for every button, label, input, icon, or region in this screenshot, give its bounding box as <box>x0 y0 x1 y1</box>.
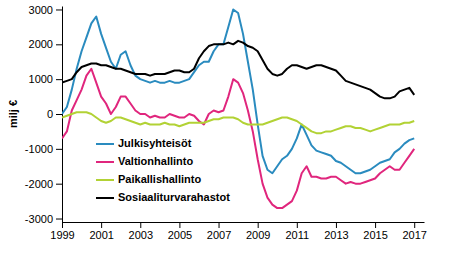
x-tick-label: 2015 <box>363 229 387 241</box>
x-tick-mark <box>375 222 376 228</box>
x-tick-mark <box>219 222 220 228</box>
y-tick-mark <box>56 149 62 150</box>
legend-label: Valtionhallinto <box>118 155 193 167</box>
chart: -3000 -2000 -1000 0 1000 2000 3000 1999 2001 2003… <box>0 0 454 253</box>
x-tick-label: 2017 <box>402 229 426 241</box>
y-axis-title: milj € <box>7 100 19 128</box>
x-tick-label: 2005 <box>168 229 192 241</box>
series-line <box>62 112 414 133</box>
y-tick-label: -1000 <box>25 143 53 155</box>
x-tick-mark <box>140 222 141 228</box>
series-line <box>62 69 414 208</box>
x-axis-line <box>63 222 425 223</box>
y-tick-label: 2000 <box>29 38 53 50</box>
x-tick-label: 2007 <box>207 229 231 241</box>
x-axis: 1999 2001 2003 2005 2007 2009 2011 2013 2015 2017 <box>50 222 427 241</box>
y-tick-mark <box>56 114 62 115</box>
y-tick: -3000 <box>25 213 62 225</box>
y-tick-label: 1000 <box>29 73 53 85</box>
y-tick-mark <box>56 9 62 10</box>
legend-label: Paikallishallinto <box>118 173 201 185</box>
legend-swatch <box>96 143 114 145</box>
x-tick: 2009 <box>246 222 270 241</box>
x-tick-mark <box>62 222 63 228</box>
x-tick-label: 2011 <box>285 229 309 241</box>
x-tick-mark <box>336 222 337 228</box>
x-tick-mark <box>414 222 415 228</box>
x-tick: 2013 <box>324 222 348 241</box>
y-tick-mark <box>56 79 62 80</box>
x-tick: 2001 <box>89 222 113 241</box>
x-tick: 2015 <box>363 222 387 241</box>
lines <box>62 9 414 208</box>
y-tick: -1000 <box>25 143 62 155</box>
series-line <box>62 41 414 98</box>
y-tick-mark <box>56 219 62 220</box>
x-tick-label: 2003 <box>129 229 153 241</box>
x-tick-mark <box>179 222 180 228</box>
y-tick-label: 0 <box>47 108 53 120</box>
legend-label: Sosiaaliturvarahastot <box>118 191 230 203</box>
legend-item: Valtionhallinto <box>96 155 193 167</box>
y-tick-label: 3000 <box>29 4 53 16</box>
y-axis: -3000 -2000 -1000 0 1000 2000 3000 <box>25 4 63 225</box>
x-tick-label: 2013 <box>324 229 348 241</box>
x-tick: 2017 <box>402 222 426 241</box>
x-tick-label: 2001 <box>89 229 113 241</box>
x-tick: 2007 <box>207 222 231 241</box>
plot: -3000 -2000 -1000 0 1000 2000 3000 1999 2001 2003… <box>25 4 427 241</box>
y-tick: 2000 <box>29 38 62 50</box>
legend-swatch <box>96 179 114 181</box>
y-tick-mark <box>56 184 62 185</box>
x-tick-mark <box>297 222 298 228</box>
legend-item: Sosiaaliturvarahastot <box>96 191 230 203</box>
y-tick: 3000 <box>29 4 62 16</box>
legend-item: Julkisyhteisöt <box>96 137 192 149</box>
x-tick-mark <box>258 222 259 228</box>
series-line <box>62 9 414 173</box>
x-tick: 2005 <box>168 222 192 241</box>
y-tick: 1000 <box>29 73 62 85</box>
y-tick-label: -2000 <box>25 178 53 190</box>
y-tick: -2000 <box>25 178 62 190</box>
legend-swatch <box>96 197 114 199</box>
legend-label: Julkisyhteisöt <box>118 137 192 149</box>
x-tick: 1999 <box>50 222 74 241</box>
x-tick: 2003 <box>129 222 153 241</box>
y-tick-label: -3000 <box>25 213 53 225</box>
x-tick-label: 1999 <box>50 229 74 241</box>
legend-item: Paikallishallinto <box>96 173 201 185</box>
legend-swatch <box>96 161 114 163</box>
x-tick-label: 2009 <box>246 229 270 241</box>
x-tick-mark <box>101 222 102 228</box>
y-tick: 0 <box>47 108 62 120</box>
x-tick: 2011 <box>285 222 309 241</box>
y-tick-mark <box>56 44 62 45</box>
legend: Julkisyhteisöt Valtionhallinto Paikallisha… <box>96 137 230 203</box>
